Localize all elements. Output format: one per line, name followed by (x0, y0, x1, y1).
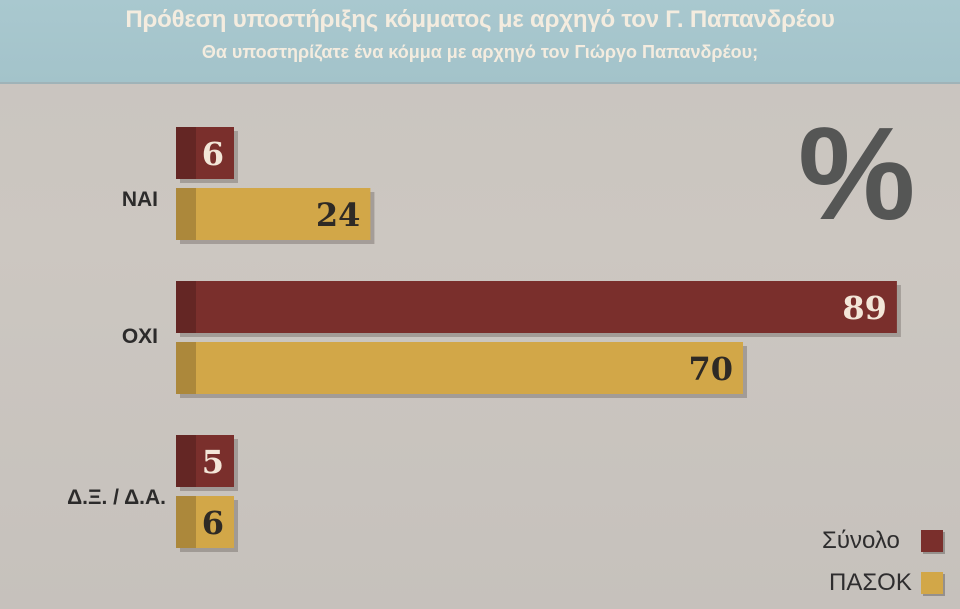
bar-edge-yes-total (176, 127, 196, 179)
chart-title: Πρόθεση υποστήριξης κόμματος με αρχηγό τ… (125, 6, 835, 33)
bar-edge-dont-know-total (176, 435, 196, 487)
bar-edge-yes-pasok (176, 188, 196, 240)
data-label-no-total: 89 (842, 289, 887, 327)
bar-edge-no-pasok (176, 342, 196, 394)
category-label-no: ΟΧΙ (121, 325, 158, 348)
bar-yes-total (176, 127, 234, 179)
data-label-dont-know-pasok: 6 (202, 504, 224, 542)
legend-swatch-total (921, 530, 943, 552)
percent-unit-label: % (798, 100, 916, 247)
data-label-yes-pasok: 24 (316, 196, 361, 234)
category-label-yes: ΝΑΙ (121, 188, 158, 211)
legend-label-total: Σύνολο (822, 527, 900, 554)
bar-edge-no-total (176, 281, 196, 333)
bar-dont-know-total (176, 435, 234, 487)
data-label-yes-total: 6 (202, 135, 224, 173)
category-label-dont-know: Δ.Ξ. / Δ.Α. (67, 486, 166, 509)
legend-swatch-pasok (921, 572, 943, 594)
chart-subtitle: Θα υποστηρίζατε ένα κόμμα με αρχηγό τον … (201, 42, 759, 62)
chart-header: Πρόθεση υποστήριξης κόμματος με αρχηγό τ… (0, 0, 960, 84)
legend-label-pasok: ΠΑΣΟΚ (829, 569, 912, 596)
data-label-dont-know-total: 5 (202, 443, 224, 481)
data-label-no-pasok: 70 (688, 350, 733, 388)
bar-yes-pasok (176, 188, 371, 240)
bar-edge-dont-know-pasok (176, 496, 196, 548)
bar-dont-know-pasok (176, 496, 234, 548)
bar-no-pasok (176, 342, 743, 394)
bar-no-total (176, 281, 897, 333)
